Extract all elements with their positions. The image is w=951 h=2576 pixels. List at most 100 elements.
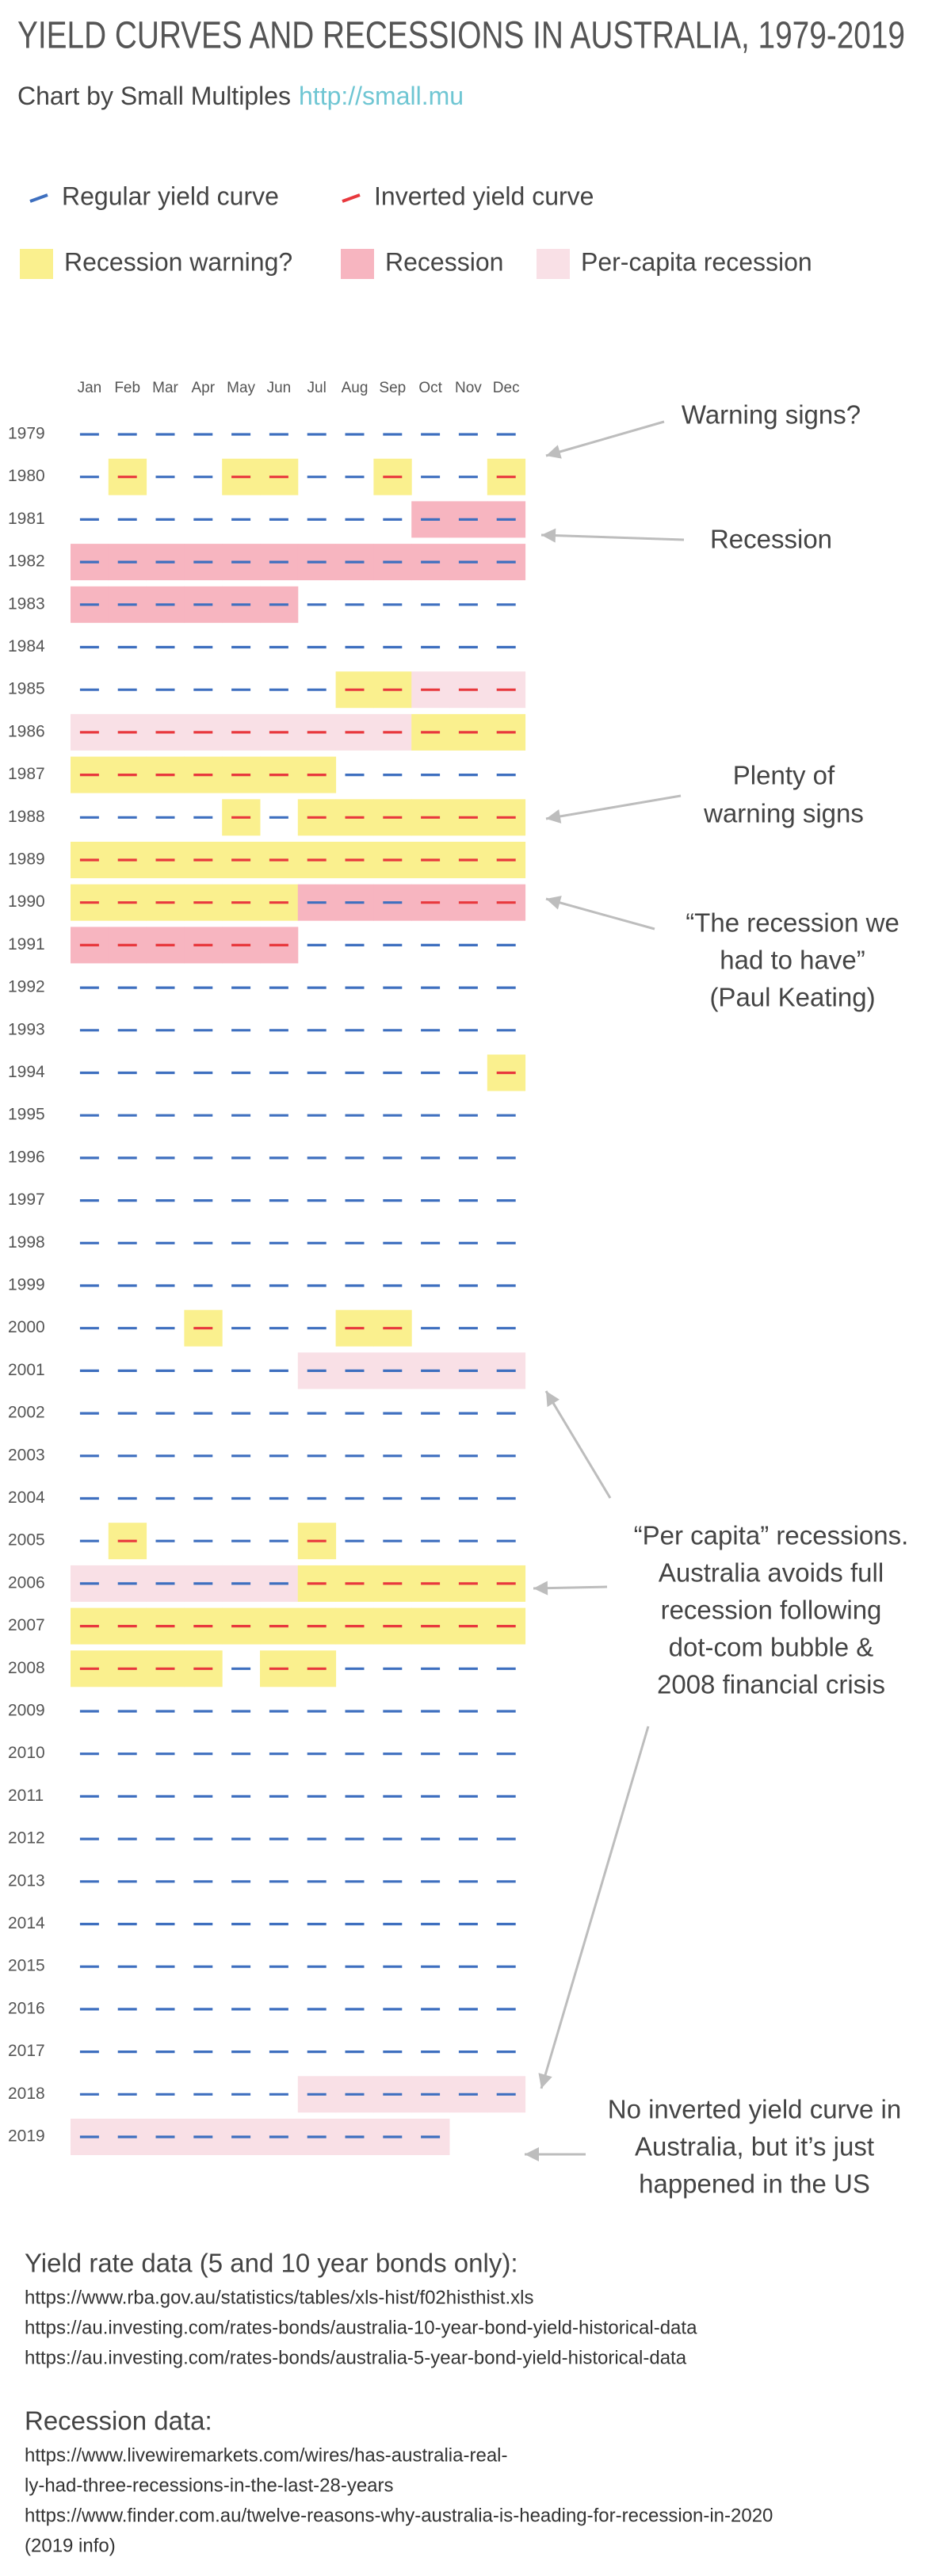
legend-label: Recession — [385, 247, 503, 276]
legend-label: Inverted yield curve — [374, 182, 594, 210]
year-label: 2019 — [8, 2127, 45, 2146]
arrow-head — [546, 896, 562, 910]
month-label: May — [227, 380, 255, 396]
legend-dash — [342, 193, 361, 203]
year-label: 2000 — [8, 1318, 45, 1336]
arrow-head — [525, 2147, 539, 2161]
source-heading: Recession data: — [25, 2406, 212, 2436]
legend-label: Recession warning? — [64, 247, 292, 276]
year-label: 2016 — [8, 1999, 45, 2017]
year-label: 1998 — [8, 1233, 45, 1252]
year-label: 2015 — [8, 1957, 45, 1975]
arrow-line — [545, 420, 665, 457]
source-line: https://www.livewiremarkets.com/wires/ha… — [25, 2444, 508, 2466]
annotation: Australia, but it’s just — [635, 2132, 874, 2161]
year-label: 1993 — [8, 1020, 45, 1038]
arrow-line — [540, 533, 685, 541]
legend-label: Per-capita recession — [581, 247, 812, 276]
subtitle-text: Chart by Small Multiples — [17, 82, 291, 110]
arrow-head — [546, 1391, 560, 1408]
month-label: Jan — [78, 380, 102, 396]
arrow-head — [533, 1580, 548, 1596]
year-label: 1999 — [8, 1276, 45, 1294]
year-label: 1990 — [8, 892, 45, 911]
year-label: 2012 — [8, 1829, 45, 1848]
month-label: Jun — [267, 380, 292, 396]
arrow-line — [545, 897, 655, 931]
year-label: 1984 — [8, 637, 45, 655]
chart-title: YIELD CURVES AND RECESSIONS IN AUSTRALIA… — [17, 15, 905, 57]
source-line: https://www.finder.com.au/twelve-reasons… — [25, 2505, 773, 2526]
year-label: 2010 — [8, 1744, 45, 1762]
annotation: “The recession we — [686, 908, 899, 938]
year-label: 1992 — [8, 978, 45, 996]
year-label: 2003 — [8, 1446, 45, 1464]
annotation: had to have” — [720, 946, 865, 975]
legend-swatch — [537, 249, 570, 279]
year-label: 1982 — [8, 552, 45, 571]
annotation: happened in the US — [639, 2169, 870, 2199]
annotation: recession following — [661, 1596, 882, 1625]
source-heading: Yield rate data (5 and 10 year bonds onl… — [25, 2249, 518, 2278]
year-label: 2009 — [8, 1702, 45, 1720]
year-label: 1988 — [8, 808, 45, 826]
year-label: 2005 — [8, 1531, 45, 1550]
year-label: 2002 — [8, 1404, 45, 1422]
annotation: dot-com bubble & — [669, 1633, 874, 1662]
year-label: 2008 — [8, 1659, 45, 1677]
year-label: 1983 — [8, 594, 45, 613]
source-line: https://www.rba.gov.au/statistics/tables… — [25, 2287, 533, 2308]
year-label: 1995 — [8, 1106, 45, 1124]
year-label: 1991 — [8, 935, 45, 954]
year-label: 2004 — [8, 1489, 45, 1507]
year-label: 2007 — [8, 1616, 45, 1634]
annotation: “Per capita” recessions. — [634, 1521, 909, 1550]
legend-swatch — [341, 249, 374, 279]
year-label: 1987 — [8, 765, 45, 783]
source-line: (2019 info) — [25, 2535, 116, 2556]
subtitle: Chart by Small Multiples http://small.mu — [17, 82, 464, 110]
arrow-head — [546, 809, 562, 824]
arrow-head — [546, 445, 562, 459]
month-label: Apr — [192, 380, 216, 396]
year-label: 2011 — [8, 1787, 44, 1805]
annotation: Warning signs? — [682, 400, 861, 430]
link[interactable]: http://small.mu — [299, 82, 464, 110]
month-label: Aug — [342, 380, 369, 396]
year-label: 1979 — [8, 425, 45, 443]
annotation: Australia avoids full — [659, 1558, 884, 1588]
month-label: Nov — [455, 380, 482, 396]
legend-swatch — [20, 249, 53, 279]
year-label: 2006 — [8, 1573, 45, 1592]
year-label: 2013 — [8, 1871, 45, 1890]
month-label: Oct — [418, 380, 442, 396]
year-label: 2001 — [8, 1361, 45, 1379]
source-line: https://au.investing.com/rates-bonds/aus… — [25, 2317, 697, 2338]
arrow-line — [540, 1726, 650, 2089]
year-label: 1981 — [8, 510, 45, 528]
arrow-head — [541, 528, 556, 543]
year-label: 2014 — [8, 1914, 45, 1932]
legend-dash — [29, 193, 48, 203]
legend-label: Regular yield curve — [62, 182, 279, 210]
arrow-line — [545, 794, 682, 820]
arrow-line — [544, 1390, 612, 1499]
year-label: 1989 — [8, 850, 45, 869]
annotation: Recession — [710, 525, 832, 554]
year-label: 1980 — [8, 467, 45, 485]
month-label: Dec — [493, 380, 520, 396]
year-label: 1994 — [8, 1063, 45, 1081]
source-line: https://au.investing.com/rates-bonds/aus… — [25, 2347, 687, 2368]
month-label: Feb — [114, 380, 140, 396]
month-label: Mar — [152, 380, 178, 396]
month-label: Jul — [307, 380, 327, 396]
annotation: (Paul Keating) — [709, 983, 875, 1012]
annotation: warning signs — [703, 799, 864, 828]
month-label: Sep — [379, 380, 406, 396]
year-label: 1997 — [8, 1191, 45, 1209]
year-label: 1986 — [8, 722, 45, 740]
source-line: ly-had-three-recessions-in-the-last-28-y… — [25, 2475, 394, 2496]
annotation: No inverted yield curve in — [608, 2095, 902, 2124]
annotation: 2008 financial crisis — [657, 1670, 885, 1699]
